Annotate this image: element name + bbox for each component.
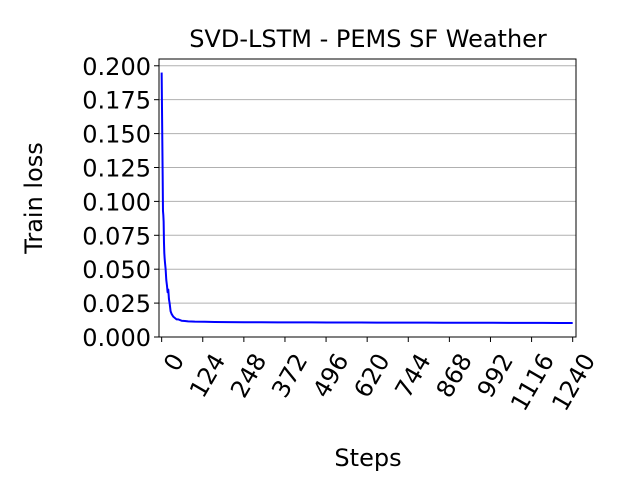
train-loss-line [160, 72, 573, 325]
series-lines [160, 72, 573, 325]
x-tick-label: 124 [184, 349, 231, 403]
x-tick-label: 496 [307, 349, 354, 403]
x-tick-label: 1240 [546, 349, 601, 416]
x-tick-label: 372 [266, 349, 313, 403]
y-tick-label: 0.075 [82, 222, 151, 250]
y-tick-label: 0.050 [82, 256, 151, 284]
x-tick-label: 868 [431, 349, 478, 403]
plot-area [159, 59, 576, 337]
x-tick-label: 248 [225, 349, 272, 403]
y-tick-label: 0.175 [82, 87, 151, 115]
y-tick-label: 0.025 [82, 290, 151, 318]
grid-lines [159, 65, 576, 304]
x-tick-label: 0 [158, 349, 190, 376]
y-tick-label: 0.150 [82, 121, 151, 149]
chart-title: SVD-LSTM - PEMS SF Weather [189, 25, 547, 53]
y-tick-label: 0.100 [82, 188, 151, 216]
x-axis-label: Steps [334, 444, 401, 472]
y-tick-label: 0.000 [82, 324, 151, 352]
y-tick-label: 0.200 [82, 53, 151, 81]
x-tick-label: 620 [348, 349, 395, 403]
y-axis-ticks: 0.000 0.025 0.050 0.075 0.100 0.125 0.150 0.175… [82, 53, 159, 352]
y-axis-label: Train loss [20, 142, 48, 255]
x-tick-label: 744 [390, 349, 437, 403]
y-tick-label: 0.125 [82, 154, 151, 182]
